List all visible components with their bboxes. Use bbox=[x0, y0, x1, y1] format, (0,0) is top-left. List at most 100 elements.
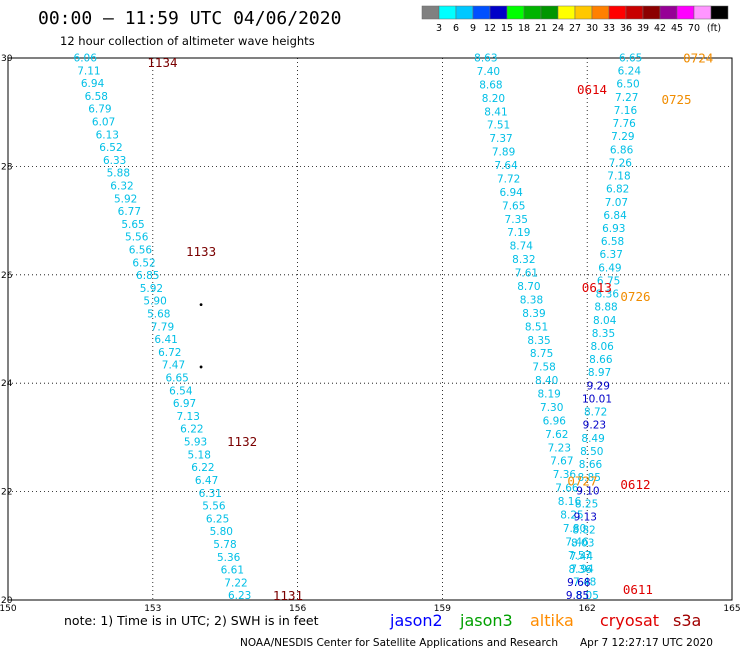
swh-value: 6.72 bbox=[158, 347, 181, 359]
x-tick-label: 159 bbox=[434, 604, 451, 614]
legend-swatch bbox=[710, 5, 729, 20]
pass-time-label: 1131 bbox=[273, 588, 303, 603]
y-tick-label: 20 bbox=[1, 596, 13, 606]
swh-value: 8.25 bbox=[560, 510, 583, 522]
legend-label: 36 bbox=[620, 23, 632, 34]
swh-value: 8.66 bbox=[589, 354, 613, 366]
swh-value: 7.51 bbox=[487, 120, 510, 132]
swh-value: 7.40 bbox=[477, 66, 500, 78]
swh-value: 6.23 bbox=[228, 590, 251, 602]
swh-value: 6.85 bbox=[136, 270, 159, 282]
swh-value: 7.07 bbox=[605, 197, 628, 209]
swh-value: 8.41 bbox=[484, 106, 507, 118]
swh-value: 9.23 bbox=[583, 420, 606, 432]
swh-value: 8.49 bbox=[581, 433, 604, 445]
swh-value: 9.85 bbox=[566, 590, 589, 602]
swh-value: 7.65 bbox=[502, 200, 525, 212]
swh-value: 6.93 bbox=[602, 223, 625, 235]
pass-time-label: 0611 bbox=[623, 582, 653, 597]
swh-value: 7.79 bbox=[151, 321, 174, 333]
swh-value: 7.48 bbox=[573, 577, 596, 589]
swh-value: 6.31 bbox=[199, 488, 222, 500]
legend-swatch bbox=[489, 5, 508, 20]
swh-value: 8.68 bbox=[479, 79, 502, 91]
swh-value: 7.76 bbox=[612, 118, 636, 130]
swh-value: 8.03 bbox=[571, 538, 594, 550]
legend-cryosat: cryosat bbox=[600, 611, 659, 630]
swh-value: 10.01 bbox=[582, 393, 612, 405]
swh-value: 6.97 bbox=[173, 398, 196, 410]
swh-value: 6.65 bbox=[165, 373, 188, 385]
swh-value: 6.07 bbox=[92, 117, 115, 129]
swh-value: 5.56 bbox=[202, 501, 226, 513]
x-tick-label: 150 bbox=[0, 604, 17, 614]
swh-value: 8.97 bbox=[588, 367, 611, 379]
swh-value: 8.20 bbox=[482, 93, 505, 105]
x-tick-label: 156 bbox=[289, 604, 306, 614]
swh-value: 6.58 bbox=[85, 91, 108, 103]
swh-value: 5.56 bbox=[125, 232, 149, 244]
swh-value: 7.58 bbox=[532, 362, 555, 374]
swh-value: 7.47 bbox=[162, 360, 185, 372]
swh-value: 8.25 bbox=[575, 498, 598, 510]
legend-s3a: s3a bbox=[673, 611, 701, 630]
swh-value: 7.80 bbox=[563, 523, 586, 535]
footer-note: note: 1) Time is in UTC; 2) SWH is in fe… bbox=[64, 613, 319, 628]
legend-swatch bbox=[574, 5, 593, 20]
swh-value: 8.75 bbox=[530, 348, 553, 360]
legend-label: 18 bbox=[518, 23, 530, 34]
swh-value: 6.79 bbox=[88, 104, 111, 116]
legend-label: 30 bbox=[586, 23, 598, 34]
swh-value: 5.36 bbox=[217, 552, 241, 564]
swh-value: 6.65 bbox=[619, 53, 642, 65]
swh-value: 6.25 bbox=[206, 513, 229, 525]
swh-value: 8.35 bbox=[592, 328, 615, 340]
plot-frame bbox=[7, 57, 733, 601]
swh-value: 8.35 bbox=[527, 335, 550, 347]
pass-time-label: 1133 bbox=[186, 244, 216, 259]
swh-value: 6.33 bbox=[103, 155, 126, 167]
swh-value: 6.86 bbox=[610, 144, 634, 156]
legend-label: 27 bbox=[569, 23, 581, 34]
swh-value: 5.68 bbox=[147, 309, 170, 321]
swh-value: 9.10 bbox=[576, 485, 599, 497]
legend-label: 33 bbox=[603, 23, 615, 34]
legend-swatch bbox=[438, 5, 457, 20]
color-legend: 3 6 9 12 15 18 21 24 27 30 33 36 39 42 45 70 (ft) bbox=[421, 5, 729, 34]
swh-value: 8.72 bbox=[584, 407, 607, 419]
legend-label: 9 bbox=[470, 23, 476, 34]
legend-swatch bbox=[608, 5, 627, 20]
swh-value: 8.38 bbox=[520, 294, 543, 306]
swh-value: 6.37 bbox=[600, 249, 623, 261]
legend-swatch bbox=[455, 5, 474, 20]
swh-value: 7.62 bbox=[545, 429, 568, 441]
swh-value: 7.67 bbox=[550, 456, 573, 468]
legend-label: 15 bbox=[501, 23, 513, 34]
swh-value: 7.19 bbox=[507, 227, 530, 239]
legend-swatch bbox=[540, 5, 559, 20]
swh-value: 8.39 bbox=[522, 308, 545, 320]
swh-value: 7.22 bbox=[224, 577, 247, 589]
swh-value: 7.35 bbox=[505, 214, 528, 226]
legend-swatch bbox=[523, 5, 542, 20]
swh-value: 6.75 bbox=[597, 275, 620, 287]
swh-value: 7.72 bbox=[497, 173, 520, 185]
y-tick-label: 30 bbox=[1, 54, 13, 64]
swh-value: 8.88 bbox=[594, 302, 617, 314]
swh-value: 7.89 bbox=[492, 147, 515, 159]
swh-value: 6.56 bbox=[129, 245, 153, 257]
swh-value: 6.84 bbox=[603, 210, 627, 222]
legend-swatch bbox=[625, 5, 644, 20]
legend-jason3: jason3 bbox=[459, 611, 513, 630]
swh-value: 6.24 bbox=[618, 66, 642, 78]
swh-value: 6.52 bbox=[132, 257, 155, 269]
legend-swatch bbox=[557, 5, 576, 20]
legend-swatch bbox=[472, 5, 491, 20]
swh-value: 7.64 bbox=[494, 160, 518, 172]
y-tick-label: 28 bbox=[1, 162, 13, 172]
axis-ticks: 150 153 156 159 162 165 20 22 24 26 28 30 bbox=[0, 54, 740, 614]
swh-value: 5.93 bbox=[184, 437, 207, 449]
pass-annotations: 1134 1133 1132 1131 0724 0614 0725 0613 0726 0727… bbox=[147, 51, 713, 604]
chart-title: 00:00 – 11:59 UTC 04/06/2020 bbox=[38, 8, 341, 29]
